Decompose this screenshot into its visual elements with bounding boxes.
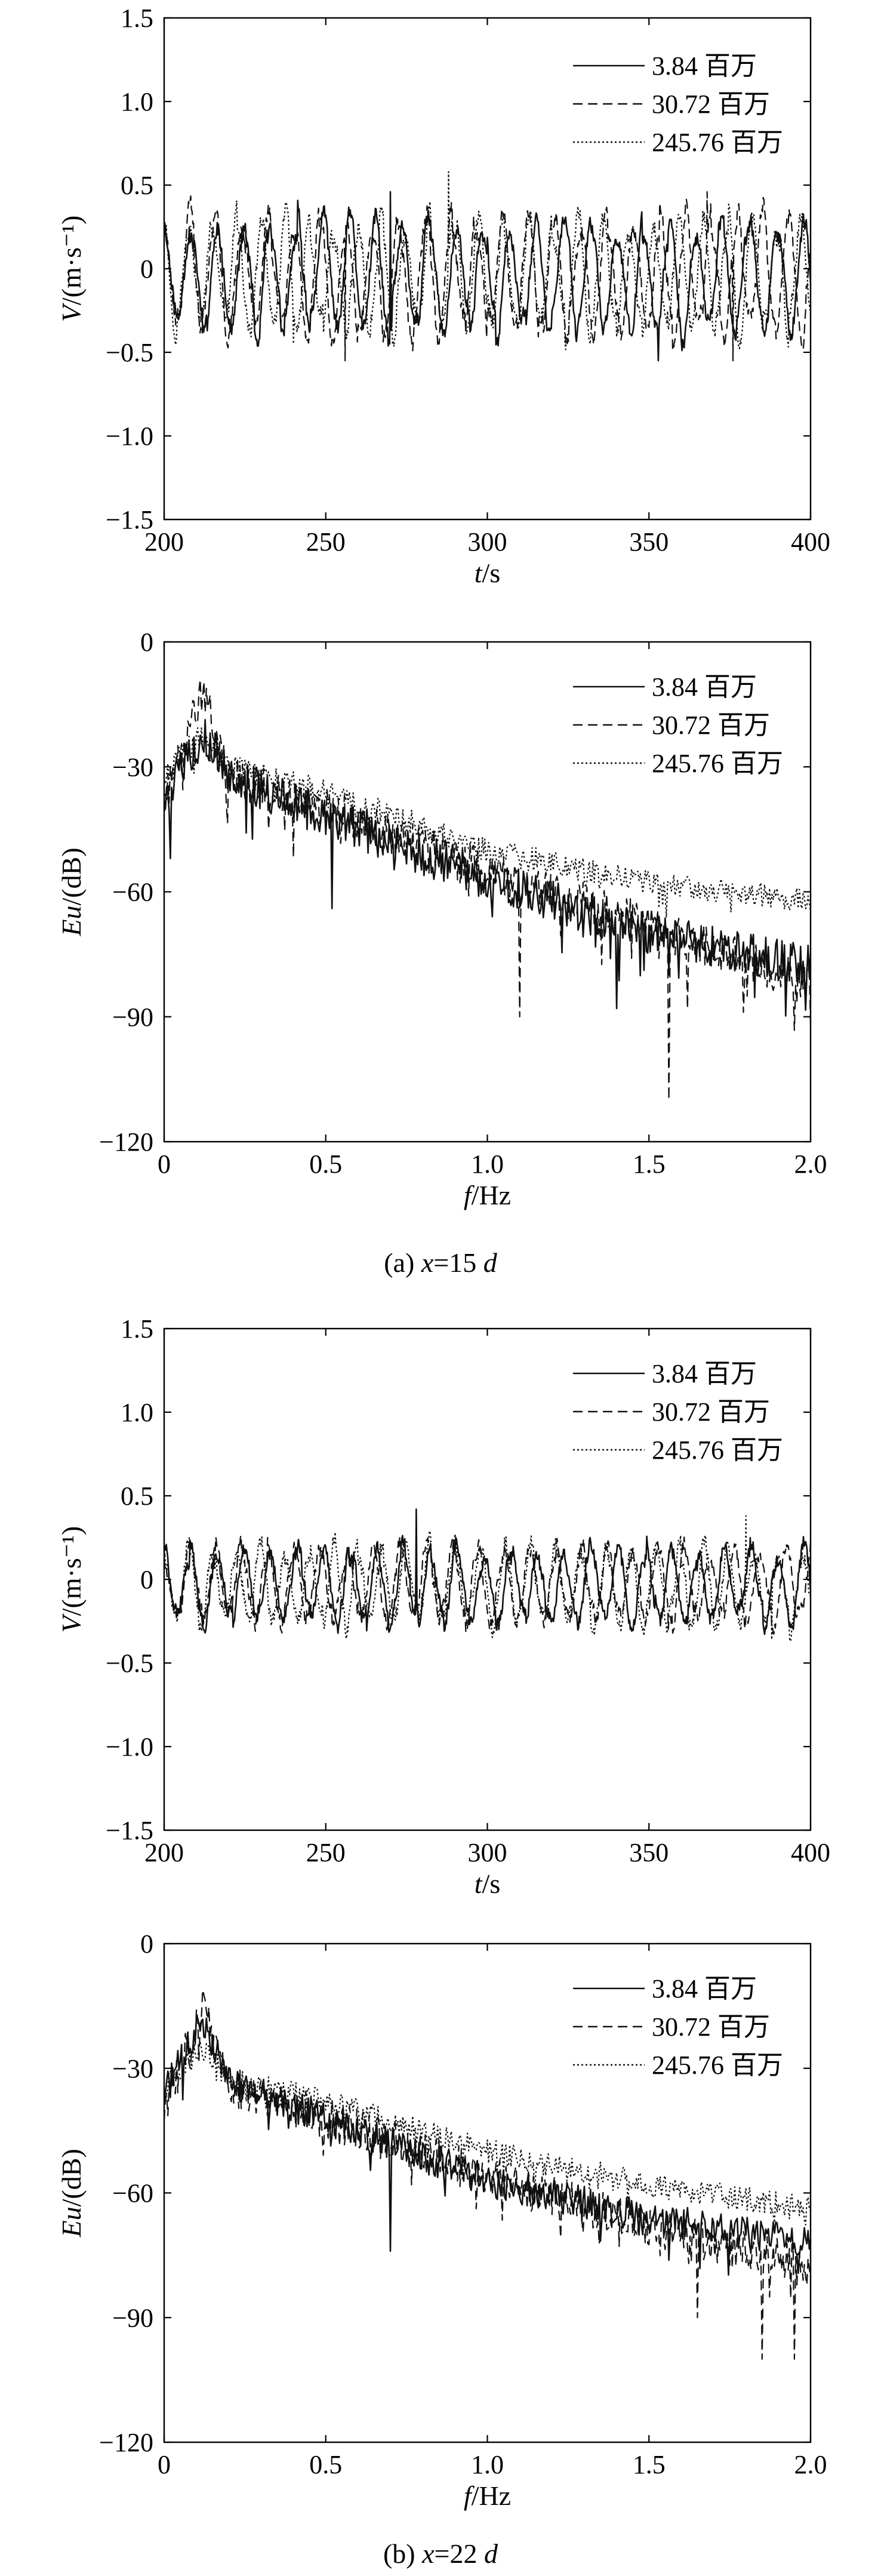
y-tick-label: −1.5 [106, 1816, 153, 1845]
x-tick-label: 350 [629, 1838, 669, 1867]
x-tick-label: 400 [791, 527, 830, 557]
y-tick-label: −90 [112, 2303, 153, 2332]
series-line-dashed [164, 1534, 811, 1635]
y-tick-label: 0 [140, 1565, 153, 1594]
x-tick-label: 300 [468, 527, 507, 557]
y-tick-label: −1.0 [106, 422, 153, 451]
y-tick-label: 0 [140, 628, 153, 657]
x-tick-label: 200 [144, 1838, 184, 1867]
legend-label: 245.76 百万 [652, 2051, 783, 2080]
series-line-solid [164, 190, 811, 362]
legend: 3.84 百万 30.72 百万 245.76 百万 [573, 51, 783, 157]
legend-label: 3.84 百万 [652, 1359, 757, 1388]
chart-panel-b-spectrum: 0 0.5 1.0 1.5 2.0 0 −30 −60 −90 −120 f/Hz Eu/(dB) 3.… [56, 1929, 827, 2511]
legend: 3.84 百万 30.72 百万 245.76 百万 [573, 672, 783, 778]
legend: 3.84 百万 30.72 百万 245.76 百万 [573, 1359, 783, 1465]
x-tick-label: 2.0 [794, 1149, 827, 1179]
legend-label: 30.72 百万 [652, 2012, 770, 2042]
series-line-dotted [164, 2042, 811, 2225]
y-tick-label: −90 [112, 1003, 153, 1032]
y-axis-label: Eu/(dB) [56, 2148, 87, 2237]
series-line-dashed [164, 678, 811, 1101]
y-tick-label: 1.0 [121, 1398, 153, 1427]
x-tick-label: 0.5 [309, 2450, 342, 2479]
y-tick-label: −60 [112, 2179, 153, 2208]
series-line-dotted [164, 171, 811, 351]
legend-label: 245.76 百万 [652, 749, 783, 778]
chart-panel-a-spectrum: 0 0.5 1.0 1.5 2.0 0 −30 −60 −90 −120 f/Hz Eu/(dB) 3.… [56, 628, 827, 1210]
legend-label: 30.72 百万 [652, 711, 770, 740]
series-line-solid [164, 719, 811, 1017]
y-tick-label: −1.5 [106, 505, 153, 534]
x-tick-label: 1.0 [471, 2450, 504, 2479]
y-tick-label: 1.5 [121, 1314, 153, 1344]
x-tick-label: 350 [629, 527, 669, 557]
series-line-dotted [164, 727, 811, 918]
x-axis-label: t/s [475, 558, 500, 588]
y-tick-label: −120 [99, 1127, 153, 1157]
y-axis-label: V/(m·s⁻¹) [56, 216, 87, 322]
x-tick-label: 200 [144, 527, 184, 557]
y-tick-label: −0.5 [106, 338, 153, 367]
x-tick-label: 400 [791, 1838, 830, 1867]
x-tick-label: 0 [158, 1149, 171, 1179]
x-tick-label: 0 [158, 2450, 171, 2479]
y-tick-label: 0 [140, 1929, 153, 1959]
x-tick-label: 250 [306, 1838, 346, 1867]
y-tick-label: 0 [140, 254, 153, 284]
legend-label: 3.84 百万 [652, 51, 757, 81]
y-tick-label: 1.5 [121, 4, 153, 33]
legend-label: 3.84 百万 [652, 1974, 757, 2003]
series-line-dashed [164, 191, 811, 362]
x-tick-label: 0.5 [309, 1149, 342, 1179]
x-axis-label: t/s [475, 1868, 500, 1899]
y-tick-label: 0.5 [121, 1481, 153, 1511]
y-tick-label: −60 [112, 878, 153, 907]
x-axis-label: f/Hz [464, 1180, 511, 1210]
y-tick-label: 1.0 [121, 87, 153, 116]
x-axis-label: f/Hz [464, 2480, 511, 2511]
y-tick-label: −30 [112, 2054, 153, 2083]
x-tick-label: 2.0 [794, 2450, 827, 2479]
y-tick-label: −30 [112, 752, 153, 782]
legend-label: 30.72 百万 [652, 1397, 770, 1427]
legend: 3.84 百万 30.72 百万 245.76 百万 [573, 1974, 783, 2080]
y-tick-label: −0.5 [106, 1649, 153, 1678]
chart-panel-b-time: 200 250 300 350 400 1.5 1.0 0.5 0 −0.5 −1.0 −1.5 t/s… [56, 1314, 830, 1899]
y-tick-label: −1.0 [106, 1732, 153, 1762]
x-tick-label: 300 [468, 1838, 507, 1867]
legend-label: 245.76 百万 [652, 1435, 783, 1465]
legend-label: 3.84 百万 [652, 672, 757, 702]
y-tick-label: 0.5 [121, 171, 153, 200]
y-axis-label: V/(m·s⁻¹) [56, 1526, 87, 1633]
x-tick-label: 1.5 [633, 1149, 666, 1179]
figure-caption: (a) x=15 d [384, 1247, 497, 1278]
chart-panel-a-time: 200 250 300 350 400 1.5 1.0 0.5 0 −0.5 −1.0 −1.5 t/s… [56, 4, 830, 588]
series-line-dotted [164, 1515, 811, 1642]
x-tick-label: 1.5 [633, 2450, 666, 2479]
figure-caption: (b) x=22 d [383, 2538, 498, 2569]
x-tick-label: 250 [306, 527, 346, 557]
y-axis-label: Eu/(dB) [56, 847, 87, 936]
y-tick-label: −120 [99, 2428, 153, 2457]
legend-label: 245.76 百万 [652, 128, 783, 157]
legend-label: 30.72 百万 [652, 90, 770, 119]
x-tick-label: 1.0 [471, 1149, 504, 1179]
